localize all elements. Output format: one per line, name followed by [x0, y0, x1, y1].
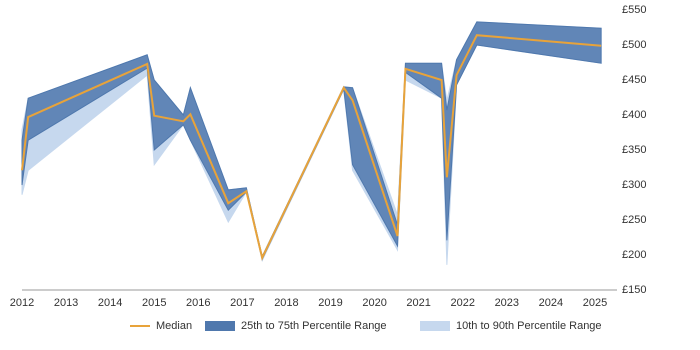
legend-swatch [420, 321, 450, 331]
x-tick-label: 2019 [318, 297, 342, 309]
legend: Median 25th to 75th Percentile Range 10th … [130, 320, 602, 332]
y-tick-label: £450 [622, 74, 646, 86]
y-tick-label: £550 [622, 4, 646, 16]
x-tick-label: 2025 [583, 297, 607, 309]
y-tick-label: £300 [622, 179, 646, 191]
x-tick-label: 2023 [495, 297, 519, 309]
percentile-band [21, 21, 602, 265]
legend-label: 10th to 90th Percentile Range [456, 320, 602, 332]
median-line [21, 34, 602, 261]
y-tick-label: £200 [622, 249, 646, 261]
x-tick-label: 2022 [450, 297, 474, 309]
x-tick-label: 2014 [98, 297, 122, 309]
x-tick-label: 2020 [362, 297, 386, 309]
legend-label: 25th to 75th Percentile Range [241, 320, 387, 332]
axes: £150 £200 £250 £300 £350 £400 £450 £500 £550 2012… [10, 4, 647, 309]
areas [21, 21, 602, 265]
x-tick-label: 2021 [406, 297, 430, 309]
legend-swatch [205, 321, 235, 331]
y-tick-label: £400 [622, 109, 646, 121]
x-tick-label: 2015 [142, 297, 166, 309]
x-tick-label: 2016 [186, 297, 210, 309]
x-tick-label: 2024 [539, 297, 563, 309]
y-tick-label: £350 [622, 144, 646, 156]
x-tick-label: 2018 [274, 297, 298, 309]
y-tick-label: £250 [622, 214, 646, 226]
y-tick-label: £150 [622, 284, 646, 296]
percentile-band [21, 21, 602, 261]
x-tick-label: 2013 [54, 297, 78, 309]
legend-label: Median [156, 320, 192, 332]
lines [21, 34, 602, 261]
x-tick-label: 2017 [230, 297, 254, 309]
x-tick-label: 2012 [10, 297, 34, 309]
y-tick-label: £500 [622, 39, 646, 51]
